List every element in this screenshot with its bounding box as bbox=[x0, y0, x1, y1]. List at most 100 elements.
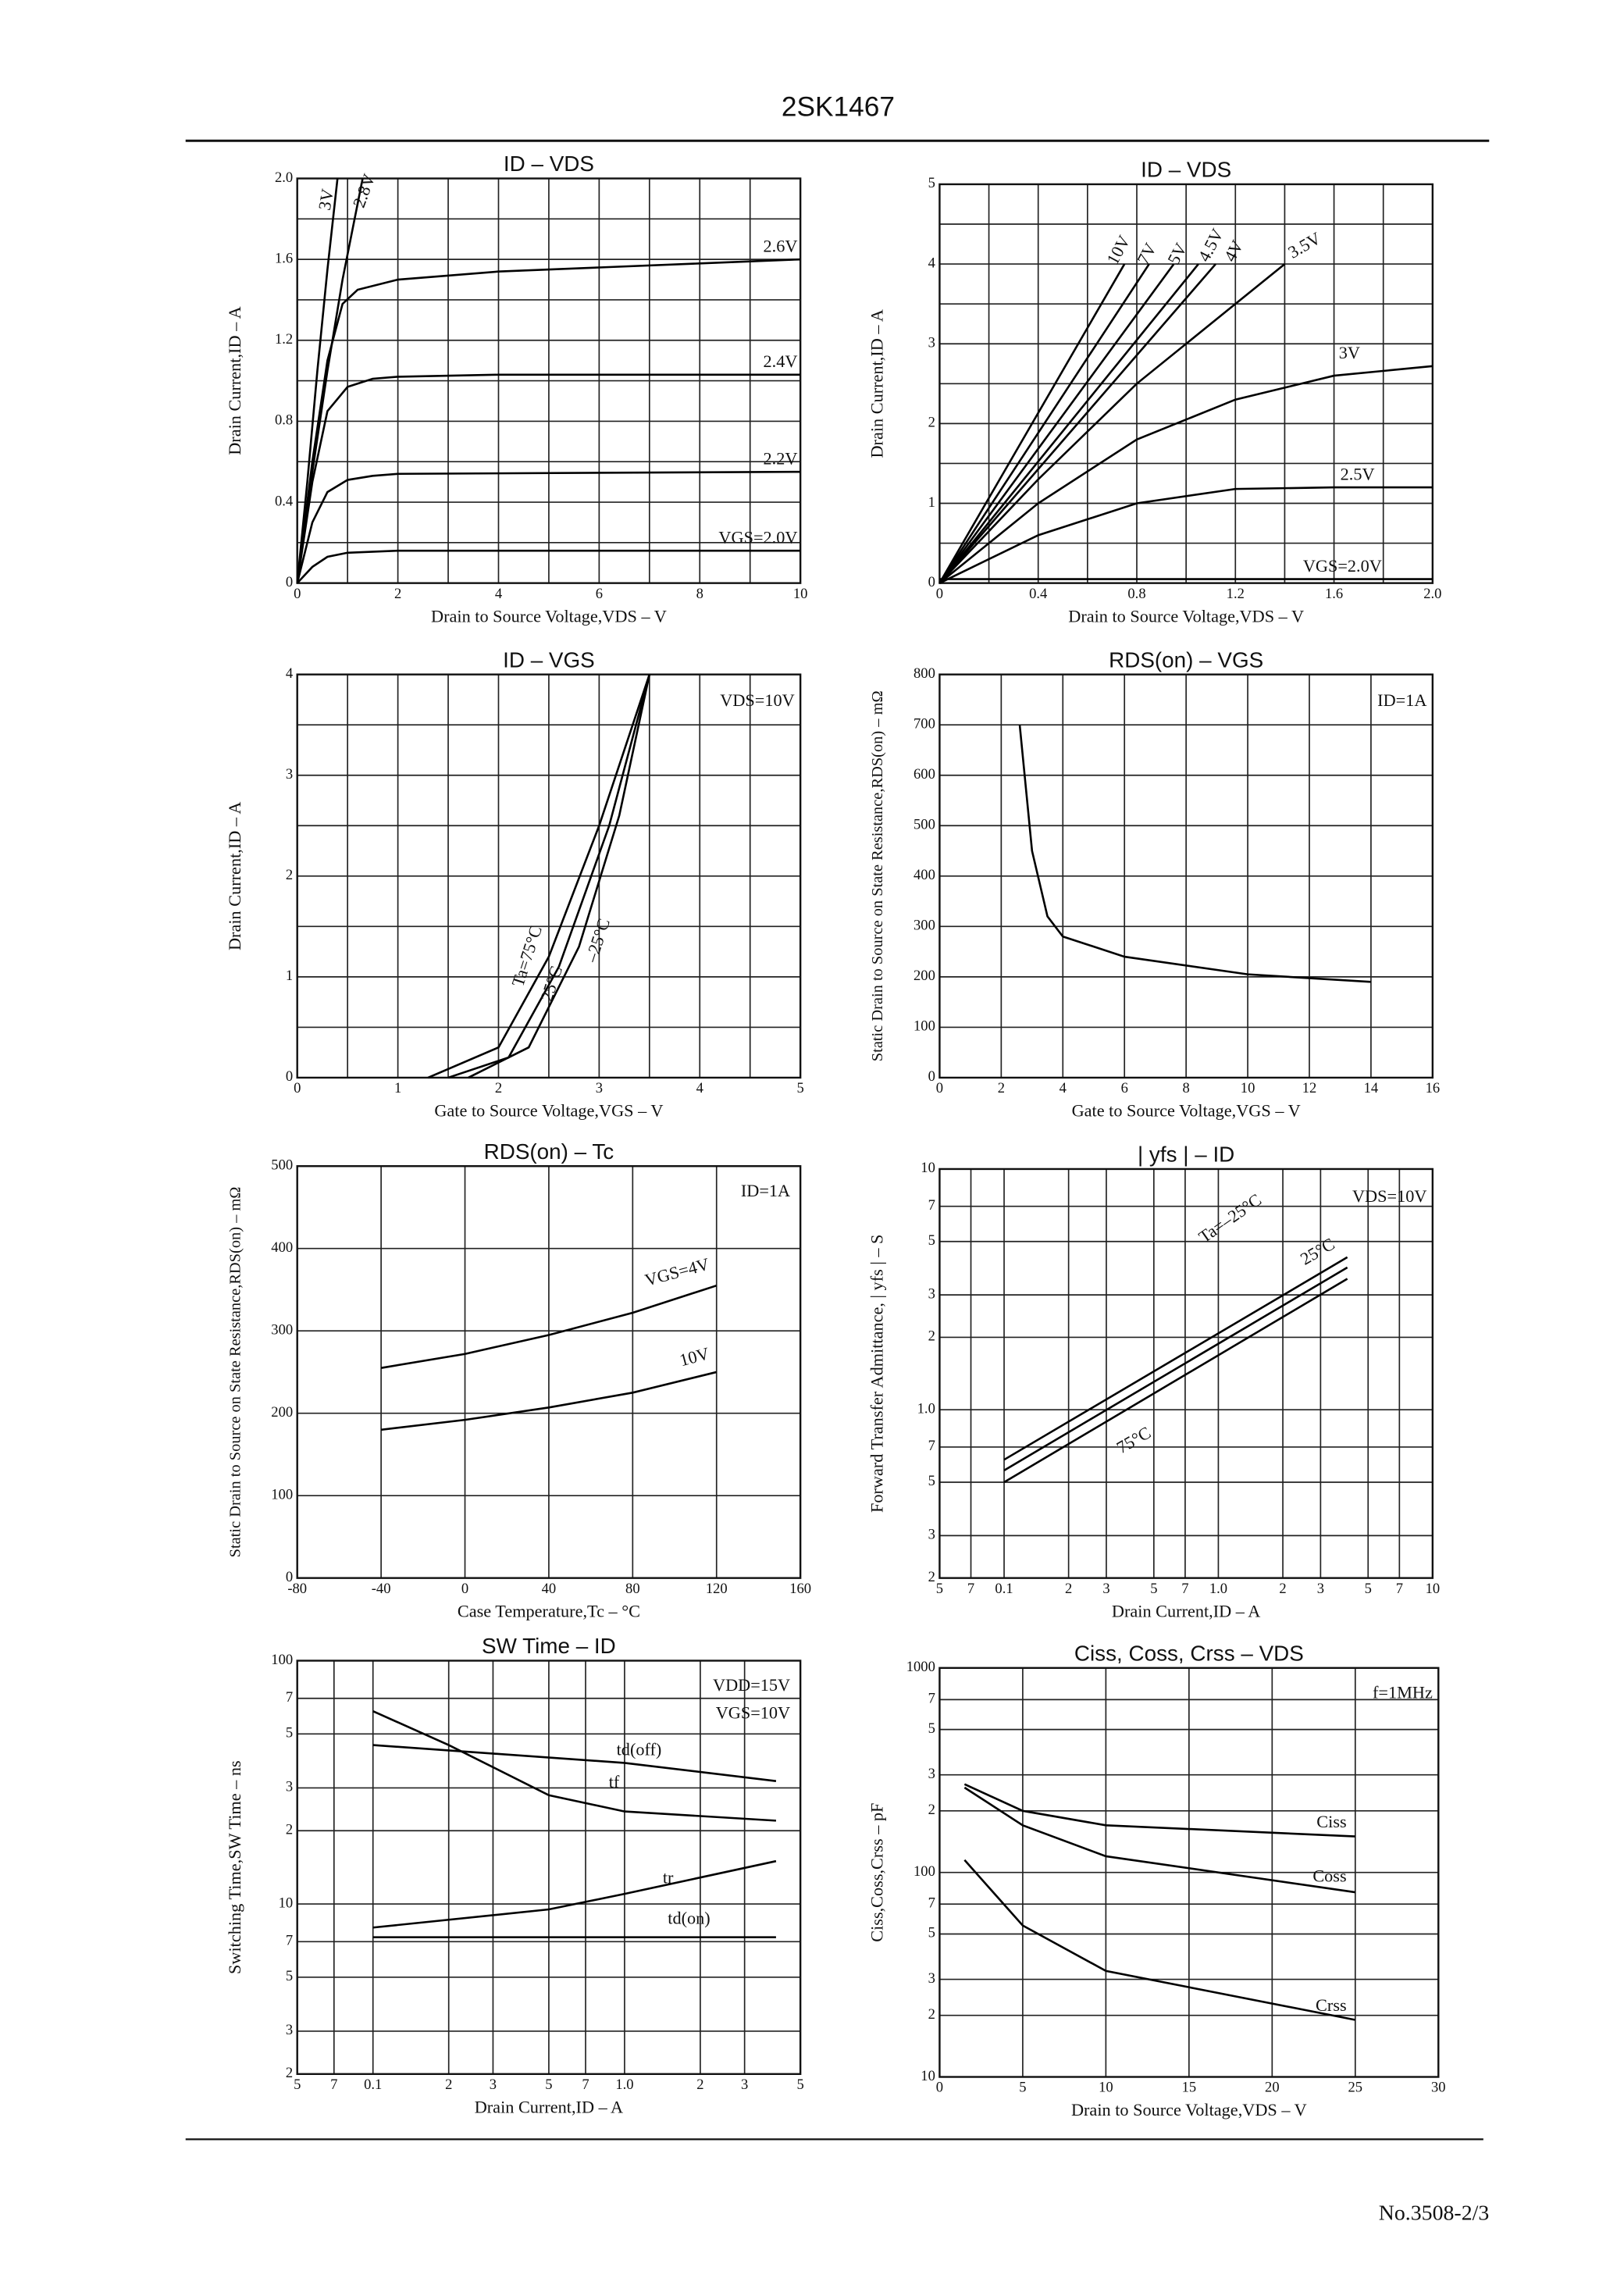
x-axis-label: Gate to Source Voltage,VGS – V bbox=[1072, 1101, 1301, 1121]
annotation: VDD=15V bbox=[713, 1675, 790, 1695]
x-tick-label: 2 bbox=[1065, 1581, 1072, 1597]
x-tick-label: 7 bbox=[1396, 1581, 1403, 1597]
y-tick-label: 7 bbox=[928, 1895, 935, 1911]
curve bbox=[938, 263, 1175, 584]
x-tick-label: 12 bbox=[1302, 1080, 1317, 1096]
y-tick-label: 100 bbox=[914, 1018, 935, 1035]
x-tick-label: 40 bbox=[542, 1581, 557, 1597]
x-tick-label: 10 bbox=[793, 586, 808, 602]
curve bbox=[1018, 725, 1372, 983]
y-tick-label: 1.0 bbox=[917, 1400, 935, 1417]
y-tick-label: 7 bbox=[928, 1197, 935, 1214]
curve-label: 2.5V bbox=[1341, 464, 1375, 483]
y-tick-label: 100 bbox=[914, 1863, 935, 1880]
y-tick-label: 400 bbox=[271, 1239, 293, 1256]
y-tick-label: 3 bbox=[928, 334, 935, 351]
curve bbox=[296, 178, 339, 583]
curve bbox=[1003, 1278, 1348, 1484]
doc-number: No.3508-2/3 bbox=[1379, 2201, 1490, 2225]
y-tick-label: 400 bbox=[914, 867, 935, 883]
curve bbox=[1003, 1256, 1348, 1461]
chart-title: RDS(on) – Tc bbox=[484, 1139, 614, 1164]
curve-label: 75°C bbox=[1113, 1423, 1154, 1458]
y-tick-label: 10 bbox=[921, 1160, 935, 1176]
curve bbox=[963, 1859, 1356, 2021]
chart-title: ID – VDS bbox=[504, 152, 594, 176]
x-tick-label: 8 bbox=[696, 586, 703, 602]
x-tick-label: 3 bbox=[1102, 1581, 1109, 1597]
curve-label: Coss bbox=[1312, 1866, 1346, 1886]
curve-label: 2.4V bbox=[764, 351, 798, 371]
curve bbox=[963, 1783, 1355, 1838]
curve-label: VGS=2.0V bbox=[718, 527, 797, 547]
y-tick-label: 5 bbox=[928, 1232, 935, 1249]
y-tick-label: 0 bbox=[928, 1068, 935, 1085]
x-tick-label: 1 bbox=[394, 1080, 401, 1096]
part-number: 2SK1467 bbox=[782, 92, 895, 123]
y-tick-label: 0.8 bbox=[275, 412, 293, 429]
x-tick-label: 6 bbox=[1121, 1080, 1128, 1096]
curve-label: Ta=–25°C bbox=[1195, 1189, 1265, 1246]
chart: RDS(on) – VGS Gate to Source Voltage,VGS … bbox=[869, 647, 1440, 1120]
x-tick-label: 1.0 bbox=[615, 2077, 633, 2093]
y-tick-label: 1 bbox=[928, 494, 935, 511]
y-tick-label: 300 bbox=[914, 918, 935, 934]
x-tick-label: 2 bbox=[495, 1080, 502, 1096]
curve bbox=[427, 674, 651, 1079]
x-tick-label: 10 bbox=[1241, 1080, 1255, 1096]
plot-frame bbox=[938, 1168, 1434, 1579]
plot-frame bbox=[938, 183, 1434, 584]
plot-frame bbox=[296, 1659, 802, 2076]
curve bbox=[372, 1744, 777, 1782]
curve bbox=[380, 1371, 718, 1431]
x-axis-label: Gate to Source Voltage,VGS – V bbox=[434, 1101, 663, 1121]
curve bbox=[380, 1284, 718, 1369]
y-tick-label: 4 bbox=[286, 665, 293, 682]
curve-label: 3.5V bbox=[1284, 228, 1324, 262]
y-tick-label: 7 bbox=[928, 1691, 935, 1707]
x-tick-label: 0 bbox=[461, 1581, 468, 1597]
y-tick-label: 600 bbox=[914, 766, 935, 783]
curve-label: 3V bbox=[1339, 343, 1360, 362]
y-tick-label: 200 bbox=[271, 1404, 293, 1421]
plot-frame bbox=[296, 673, 802, 1079]
x-tick-label: 5 bbox=[797, 2077, 804, 2093]
x-tick-label: 7 bbox=[967, 1581, 974, 1597]
x-tick-label: 1.2 bbox=[1227, 586, 1245, 602]
chart: RDS(on) – Tc Case Temperature,Tc – °C Stat… bbox=[226, 1139, 811, 1620]
y-tick-label: 10 bbox=[921, 2068, 935, 2084]
x-tick-label: 0.4 bbox=[1029, 586, 1047, 602]
curve-label: Ciss bbox=[1316, 1812, 1346, 1831]
curve bbox=[296, 178, 364, 583]
y-axis-label: Static Drain to Source on State Resistan… bbox=[869, 690, 886, 1061]
y-tick-label: 800 bbox=[914, 665, 935, 682]
x-tick-label: 10 bbox=[1099, 2080, 1113, 2096]
annotation: VDS=10V bbox=[720, 690, 794, 710]
x-tick-label: 2 bbox=[696, 2077, 703, 2093]
y-tick-label: 5 bbox=[286, 1968, 293, 1984]
curve-label: 3V bbox=[315, 187, 337, 212]
x-axis-label: Drain to Source Voltage,VDS – V bbox=[1071, 2100, 1307, 2119]
curve-label: VGS=4V bbox=[643, 1254, 711, 1290]
x-tick-label: 3 bbox=[1317, 1581, 1324, 1597]
x-tick-label: 0 bbox=[294, 1080, 301, 1096]
annotation: VGS=10V bbox=[716, 1702, 790, 1722]
y-tick-label: 5 bbox=[928, 1925, 935, 1941]
chart: ID – VDS Drain to Source Voltage,VDS – V D… bbox=[867, 158, 1442, 626]
curve-label: tr bbox=[663, 1868, 674, 1888]
y-tick-label: 100 bbox=[271, 1486, 293, 1503]
x-tick-label: 0.8 bbox=[1127, 586, 1145, 602]
curve bbox=[1003, 1266, 1348, 1471]
curve bbox=[938, 365, 1433, 584]
curve-label: tf bbox=[609, 1772, 620, 1791]
curve bbox=[938, 263, 1286, 584]
y-tick-label: 2.0 bbox=[275, 169, 293, 186]
x-tick-label: 5 bbox=[936, 1581, 943, 1597]
x-tick-label: 2 bbox=[1279, 1581, 1286, 1597]
curve bbox=[296, 549, 801, 584]
x-tick-label: 1.0 bbox=[1209, 1581, 1227, 1597]
x-axis-label: Drain Current,ID – A bbox=[475, 2097, 623, 2116]
y-tick-label: 7 bbox=[286, 1689, 293, 1706]
chart: | yfs | – ID Drain Current,ID – A Forward … bbox=[867, 1143, 1441, 1621]
x-tick-label: 10 bbox=[1426, 1581, 1441, 1597]
